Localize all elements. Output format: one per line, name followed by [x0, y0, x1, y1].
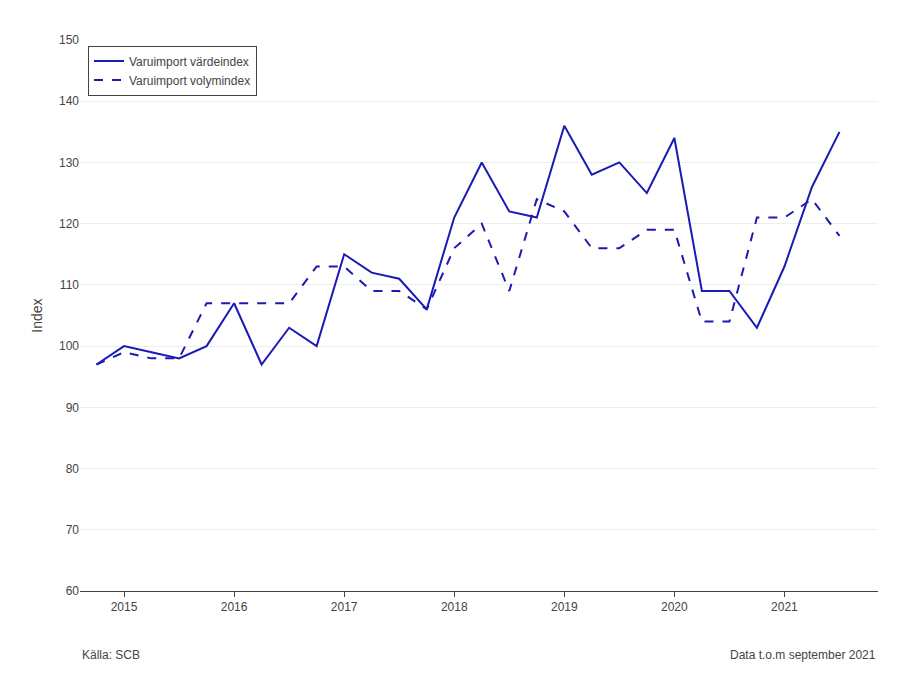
svg-text:2016: 2016 [221, 600, 248, 614]
svg-text:130: 130 [59, 156, 79, 170]
svg-text:2017: 2017 [331, 600, 358, 614]
svg-text:Data t.o.m september 2021: Data t.o.m september 2021 [730, 648, 876, 662]
svg-text:Källa: SCB: Källa: SCB [82, 648, 140, 662]
svg-text:Varuimport volymindex: Varuimport volymindex [129, 74, 250, 88]
svg-text:2021: 2021 [771, 600, 798, 614]
svg-text:150: 150 [59, 33, 79, 47]
svg-text:90: 90 [66, 401, 80, 415]
svg-text:2019: 2019 [551, 600, 578, 614]
svg-text:140: 140 [59, 94, 79, 108]
svg-text:2018: 2018 [441, 600, 468, 614]
svg-text:60: 60 [66, 584, 80, 598]
svg-text:100: 100 [59, 339, 79, 353]
svg-text:2015: 2015 [111, 600, 138, 614]
svg-text:110: 110 [60, 278, 79, 292]
svg-text:Index: Index [29, 298, 45, 332]
svg-text:2020: 2020 [661, 600, 688, 614]
svg-text:120: 120 [59, 217, 79, 231]
svg-text:70: 70 [66, 523, 80, 537]
svg-text:80: 80 [66, 462, 80, 476]
svg-text:Varuimport värdeindex: Varuimport värdeindex [129, 55, 249, 69]
